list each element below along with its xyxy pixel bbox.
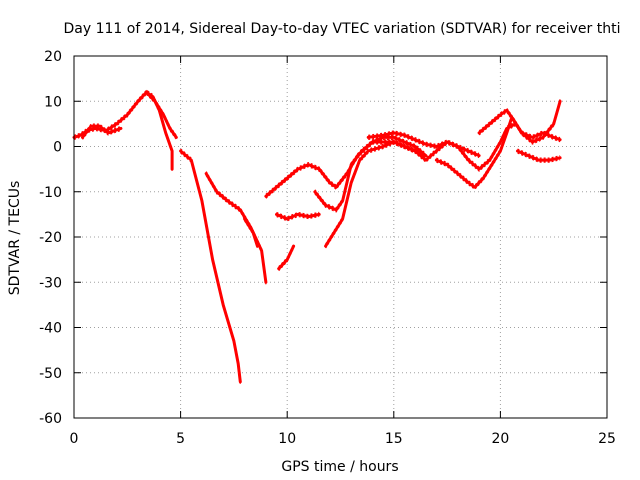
data-series-2 (81, 123, 123, 140)
series-markers (325, 139, 427, 245)
series-markers (368, 134, 480, 159)
series-trace (81, 124, 123, 139)
series-markers (265, 134, 427, 195)
series-trace (243, 217, 259, 248)
data-series-15 (511, 117, 562, 143)
series-markers (205, 171, 267, 281)
tick-labels: 0 5 10 15 20 25 -60 -50 -40 -30 -20 -10 0 10 20 (39, 49, 616, 447)
series-markers (278, 247, 295, 272)
series-markers (278, 243, 295, 268)
series-trace (366, 131, 481, 158)
series-trace (434, 117, 513, 189)
data-series-4 (179, 148, 242, 384)
series-trace (204, 172, 268, 284)
axis-ticks (73, 55, 608, 419)
series-markers (82, 123, 122, 136)
series-markers (368, 130, 480, 155)
chart-title: Day 111 of 2014, Sidereal Day-to-day VTE… (64, 21, 621, 37)
x-tick-label: 15 (385, 431, 403, 447)
x-tick-label: 0 (70, 431, 79, 447)
series-markers (276, 215, 320, 222)
series-markers (244, 220, 258, 249)
plot-frame (73, 55, 608, 419)
data-series-11 (324, 139, 428, 249)
x-tick-label: 5 (176, 431, 185, 447)
series-markers (325, 143, 427, 249)
data-series-10 (313, 121, 517, 213)
series-markers (82, 127, 122, 140)
series-markers (276, 211, 320, 218)
y-tick-label: -60 (39, 411, 62, 427)
data-series-13 (434, 117, 513, 190)
data-series-6 (243, 216, 259, 249)
series-trace (277, 244, 296, 271)
x-tick-label: 25 (598, 431, 616, 447)
y-tick-label: -30 (39, 275, 62, 291)
data-series-3 (145, 89, 178, 140)
series-markers (436, 117, 512, 186)
data-series-5 (204, 171, 268, 285)
series-trace (264, 135, 428, 198)
x-tick-label: 20 (491, 431, 509, 447)
series-markers (436, 121, 512, 190)
data-series-12 (366, 130, 481, 159)
data-series-16 (516, 148, 562, 163)
series-trace (511, 117, 562, 142)
series-markers (205, 175, 267, 285)
series-trace (516, 149, 562, 162)
series-trace (324, 140, 428, 248)
series-markers (478, 99, 561, 141)
series-markers (146, 93, 177, 140)
y-axis-label: SDTVAR / TECUs (7, 181, 23, 296)
series-trace (275, 212, 321, 221)
y-tick-label: -50 (39, 366, 62, 382)
series-markers (244, 216, 258, 245)
series-markers (517, 152, 561, 163)
series-trace (145, 90, 178, 139)
y-tick-label: 10 (44, 94, 62, 110)
series-markers (180, 148, 241, 380)
data-series-8 (275, 211, 321, 222)
x-tick-label: 10 (278, 431, 296, 447)
series-markers (180, 152, 241, 384)
data-series-7 (264, 134, 428, 199)
series-markers (146, 89, 177, 136)
y-tick-label: -40 (39, 321, 62, 337)
y-tick-label: -10 (39, 185, 62, 201)
data-series (72, 89, 562, 384)
data-series-9 (277, 243, 296, 272)
y-tick-label: 0 (53, 140, 62, 156)
y-tick-label: 20 (44, 49, 62, 65)
x-axis-label: GPS time / hours (281, 459, 398, 475)
series-markers (512, 117, 561, 139)
series-trace (313, 122, 517, 212)
series-markers (512, 121, 561, 143)
series-markers (265, 138, 427, 199)
series-markers (517, 148, 561, 159)
series-trace (179, 149, 242, 384)
y-tick-label: -20 (39, 230, 62, 246)
grid-lines (74, 56, 607, 418)
